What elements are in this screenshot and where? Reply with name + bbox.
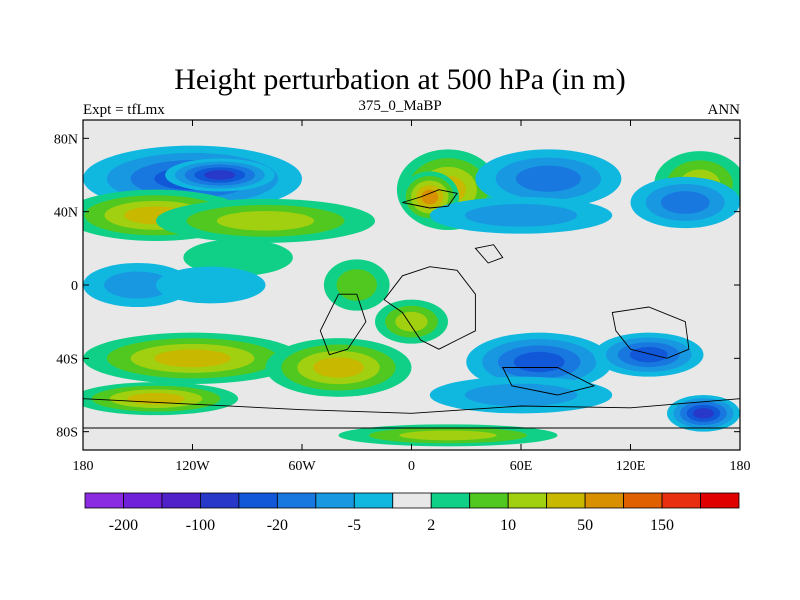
colorbar-swatch [661, 492, 701, 509]
subtitle-left: Expt = tfLmx [83, 102, 165, 118]
subtitle-center: 375_0_MaBP [358, 98, 442, 114]
chart-title: Height perturbation at 500 hPa (in m) [174, 63, 626, 96]
contour-blob-7-level-5 [515, 165, 581, 192]
subtitle-right: ANN [707, 102, 741, 118]
coastline-1 [319, 293, 367, 356]
coastline-0 [383, 266, 476, 350]
y-tick-label: 80S [56, 426, 78, 441]
colorbar-label: 2 [427, 517, 435, 534]
coastline-2 [402, 189, 458, 209]
colorbar-label: -5 [348, 517, 361, 534]
contour-blob-10-level-5 [660, 191, 710, 214]
contour-blob-18-level-4 [629, 347, 668, 363]
contour-blob-3-level-11 [216, 211, 315, 231]
contour-blob-19-level-6 [464, 383, 578, 407]
colorbar-swatch [238, 492, 278, 509]
colorbar-swatch [700, 492, 740, 509]
contour-blob-17-level-4 [513, 351, 565, 373]
coastline-3 [474, 244, 504, 264]
contour-blob-8-level-6 [464, 204, 578, 227]
colorbar-swatch [161, 492, 201, 509]
colorbar: -200 -100 -20 -5 2 10 50 150 [84, 492, 740, 534]
colorbar-label: 50 [577, 517, 593, 534]
colorbar-swatch [276, 492, 317, 509]
y-tick-label: 80N [54, 132, 78, 147]
contour-blob-14-level-11 [395, 311, 428, 332]
coastline-4 [611, 306, 690, 359]
colorbar-label: -200 [109, 517, 138, 534]
colorbar-swatch [623, 492, 663, 509]
x-tick-label: 60W [288, 459, 316, 474]
coastlines [83, 189, 740, 429]
contour-field [83, 120, 740, 450]
x-tick-label: 120E [616, 459, 646, 474]
x-tick-label: 180 [730, 459, 751, 474]
y-axis: 80N 40N 0 40S 80S [54, 132, 740, 441]
colorbar-swatch [84, 492, 124, 509]
contour-blob-22-level-3 [693, 408, 714, 419]
contour-blob-15-level-12 [154, 349, 231, 368]
contour-blob-21-level-11 [399, 430, 497, 441]
colorbar-label: 150 [650, 517, 674, 534]
contour-blob-1-level-3 [204, 170, 236, 180]
colorbar-swatch [546, 492, 586, 509]
colorbar-swatch [430, 492, 471, 509]
x-tick-label: 180 [73, 459, 94, 474]
colorbar-label: -20 [267, 517, 288, 534]
contour-blob-6-level-13 [421, 189, 439, 205]
x-tick-label: 60E [510, 459, 533, 474]
colorbar-swatch [353, 492, 394, 509]
colorbar-swatch [469, 492, 509, 509]
colorbar-swatch [123, 492, 163, 509]
x-axis: 180 120W 60W 0 60E 120E 180 [73, 120, 751, 474]
y-tick-label: 0 [71, 279, 78, 294]
contour-blob-13-level-10 [336, 269, 377, 301]
colorbar-swatch [200, 492, 240, 509]
colorbar-label: -100 [186, 517, 215, 534]
x-tick-label: 0 [408, 459, 415, 474]
contour-blob-11-level-6 [104, 271, 172, 299]
colorbar-swatch [315, 492, 355, 509]
y-tick-label: 40S [56, 352, 78, 367]
colorbar-label: 10 [500, 517, 516, 534]
colorbar-swatch [507, 492, 548, 509]
colorbar-swatch [584, 492, 624, 509]
contour-blob-12-level-7 [156, 266, 266, 304]
contour-blob-16-level-12 [313, 357, 364, 378]
coastline-6 [83, 398, 740, 429]
x-tick-label: 120W [175, 459, 210, 474]
y-tick-label: 40N [54, 206, 78, 221]
colorbar-swatch [392, 492, 432, 509]
coastline-5 [501, 367, 596, 396]
